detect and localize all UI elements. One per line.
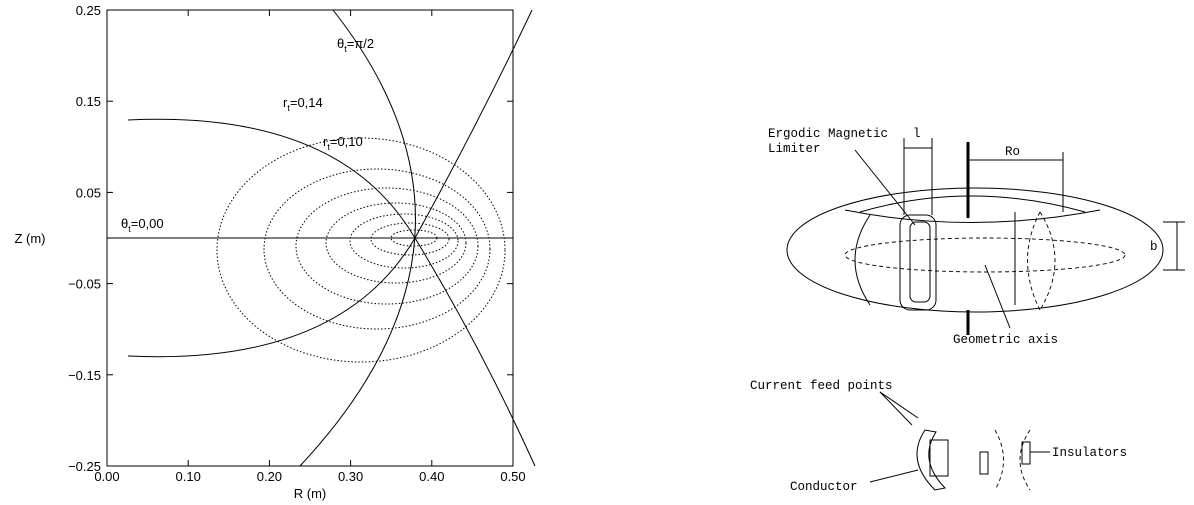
cross-section [1027,211,1041,311]
r-contour [295,187,479,305]
r-contour [390,229,438,247]
y-tick-label: −0.05 [68,277,101,292]
limiter-ring [899,214,937,311]
radius-label: Ro [1005,145,1020,159]
insulator-part [979,451,989,475]
y-tick-label: 0.05 [76,185,101,200]
r-contour [216,137,506,363]
x-tick-label: 0.40 [419,469,444,484]
torus-hole [844,209,1101,223]
leader-line [879,391,913,426]
y-axis-label: Z (m) [14,231,45,246]
r-contour [263,168,491,330]
width-label: l [913,127,921,141]
torus-hole [859,195,1086,213]
torus-diagram [786,138,1185,491]
x-tick-label: 0.20 [257,469,282,484]
leader-line [879,391,919,419]
limiter-label: Limiter [768,142,821,156]
theta-curve [127,9,533,358]
x-tick-label: 0.30 [338,469,363,484]
leader-line [984,264,1011,329]
leader-line [854,149,916,226]
insulator-part [1021,441,1031,465]
r-contour [325,202,467,284]
geometric-axis-circle [844,237,1126,273]
annotation: θt=0,00 [121,216,164,234]
torus-outer [786,187,1164,313]
annotation: rt=0,10 [323,134,363,152]
r-contour [349,213,459,269]
y-tick-label: 0.15 [76,94,101,109]
x-tick-label: 0.00 [94,469,119,484]
y-tick-label: 0.25 [76,3,101,18]
annotation: θt=π/2 [337,36,374,54]
y-tick-label: −0.15 [68,368,101,383]
x-tick-label: 0.10 [176,469,201,484]
axis-label: Geometric axis [953,333,1058,347]
conductor-part [916,429,946,491]
conductor-label: Conductor [790,480,858,494]
cross-section [854,214,871,306]
y-tick-label: −0.25 [68,459,101,474]
limiter-label: Ergodic Magnetic [768,127,888,141]
minor-radius-label: b [1150,240,1158,254]
annotation: rt=0,14 [283,95,323,113]
conductor-part [929,439,949,477]
r-contour [370,222,450,256]
theta-curve [127,118,536,467]
limiter-ring [909,221,931,303]
x-axis-label: R (m) [294,486,327,501]
feed-label: Current feed points [750,379,893,393]
coordinate-lines [107,9,536,467]
conductor-part [994,429,1031,491]
x-tick-label: 0.50 [500,469,525,484]
cross-section [1039,211,1056,311]
insulators-label: Insulators [1052,446,1127,460]
leader-line [869,469,919,483]
